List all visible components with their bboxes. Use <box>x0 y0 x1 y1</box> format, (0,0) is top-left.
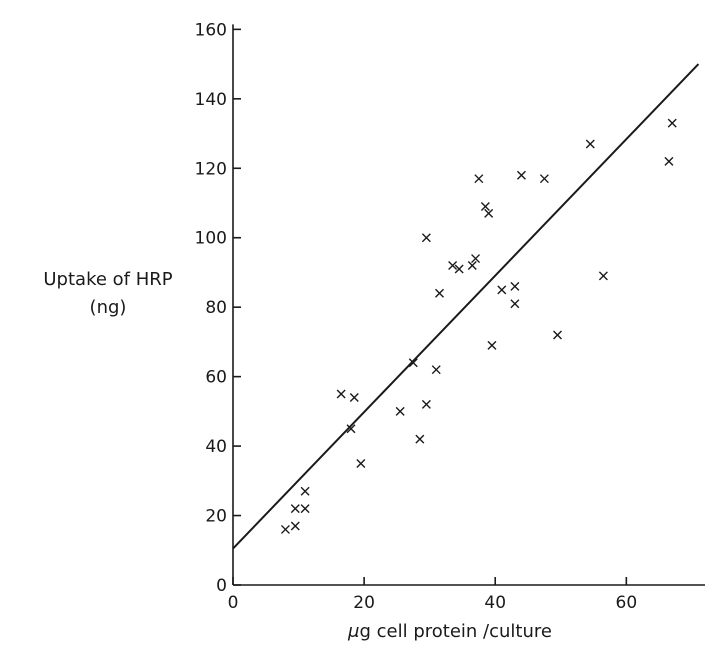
y-tick-label: 160 <box>195 20 227 40</box>
data-point <box>497 285 507 295</box>
data-point <box>598 271 608 281</box>
y-tick-label: 120 <box>195 159 227 179</box>
y-ticks: 0 20 40 60 80 100 120 140 160 <box>195 20 241 596</box>
data-point <box>510 299 520 309</box>
regression-line <box>232 63 700 550</box>
data-point <box>484 208 494 218</box>
x-axis-title-rest: g cell protein /culture <box>359 621 551 642</box>
data-point <box>467 261 477 271</box>
data-point <box>346 424 356 434</box>
data-point <box>585 139 595 149</box>
data-point <box>421 399 431 409</box>
y-tick-label: 100 <box>195 229 227 249</box>
y-tick-label: 0 <box>216 576 227 596</box>
data-point <box>415 434 425 444</box>
data-point <box>421 233 431 243</box>
data-point <box>510 281 520 291</box>
data-point <box>539 174 549 184</box>
x-ticks: 0 20 40 60 <box>228 577 638 613</box>
data-point <box>408 358 418 368</box>
data-point <box>300 504 310 514</box>
data-point <box>667 118 677 128</box>
x-axis-title: μg cell protein /culture <box>347 621 552 642</box>
data-point <box>435 288 444 298</box>
x-tick-label: 20 <box>353 593 375 613</box>
data-point <box>516 170 526 180</box>
x-axis-title-mu: μ <box>347 621 359 642</box>
data-point <box>290 504 300 514</box>
x-tick-label: 60 <box>616 593 638 613</box>
data-point <box>300 486 310 496</box>
data-point <box>474 174 484 184</box>
y-tick-label: 40 <box>205 437 227 457</box>
y-axis-title-line1: Uptake of HRP <box>43 269 172 290</box>
x-tick-label: 40 <box>484 593 506 613</box>
data-point <box>336 389 346 399</box>
data-point <box>349 392 359 402</box>
data-point <box>480 201 490 211</box>
y-tick-label: 20 <box>205 507 227 527</box>
data-point <box>431 365 441 375</box>
y-axis: 0 20 40 60 80 100 120 140 160 <box>195 20 241 596</box>
y-tick-label: 80 <box>205 298 227 318</box>
data-point <box>280 524 290 534</box>
data-points <box>280 118 677 534</box>
y-axis-title-line2: (ng) <box>90 297 127 318</box>
data-point <box>395 406 405 416</box>
x-axis: 0 20 40 60 <box>228 577 705 613</box>
data-point <box>553 330 562 340</box>
x-tick-label: 0 <box>228 593 239 613</box>
data-point <box>487 340 497 350</box>
data-point <box>356 458 366 468</box>
y-tick-label: 60 <box>205 368 227 388</box>
data-point <box>448 261 458 271</box>
data-point <box>664 156 674 166</box>
y-tick-label: 140 <box>195 90 227 110</box>
data-point <box>290 521 300 531</box>
data-point <box>454 264 464 274</box>
data-point <box>471 254 481 264</box>
